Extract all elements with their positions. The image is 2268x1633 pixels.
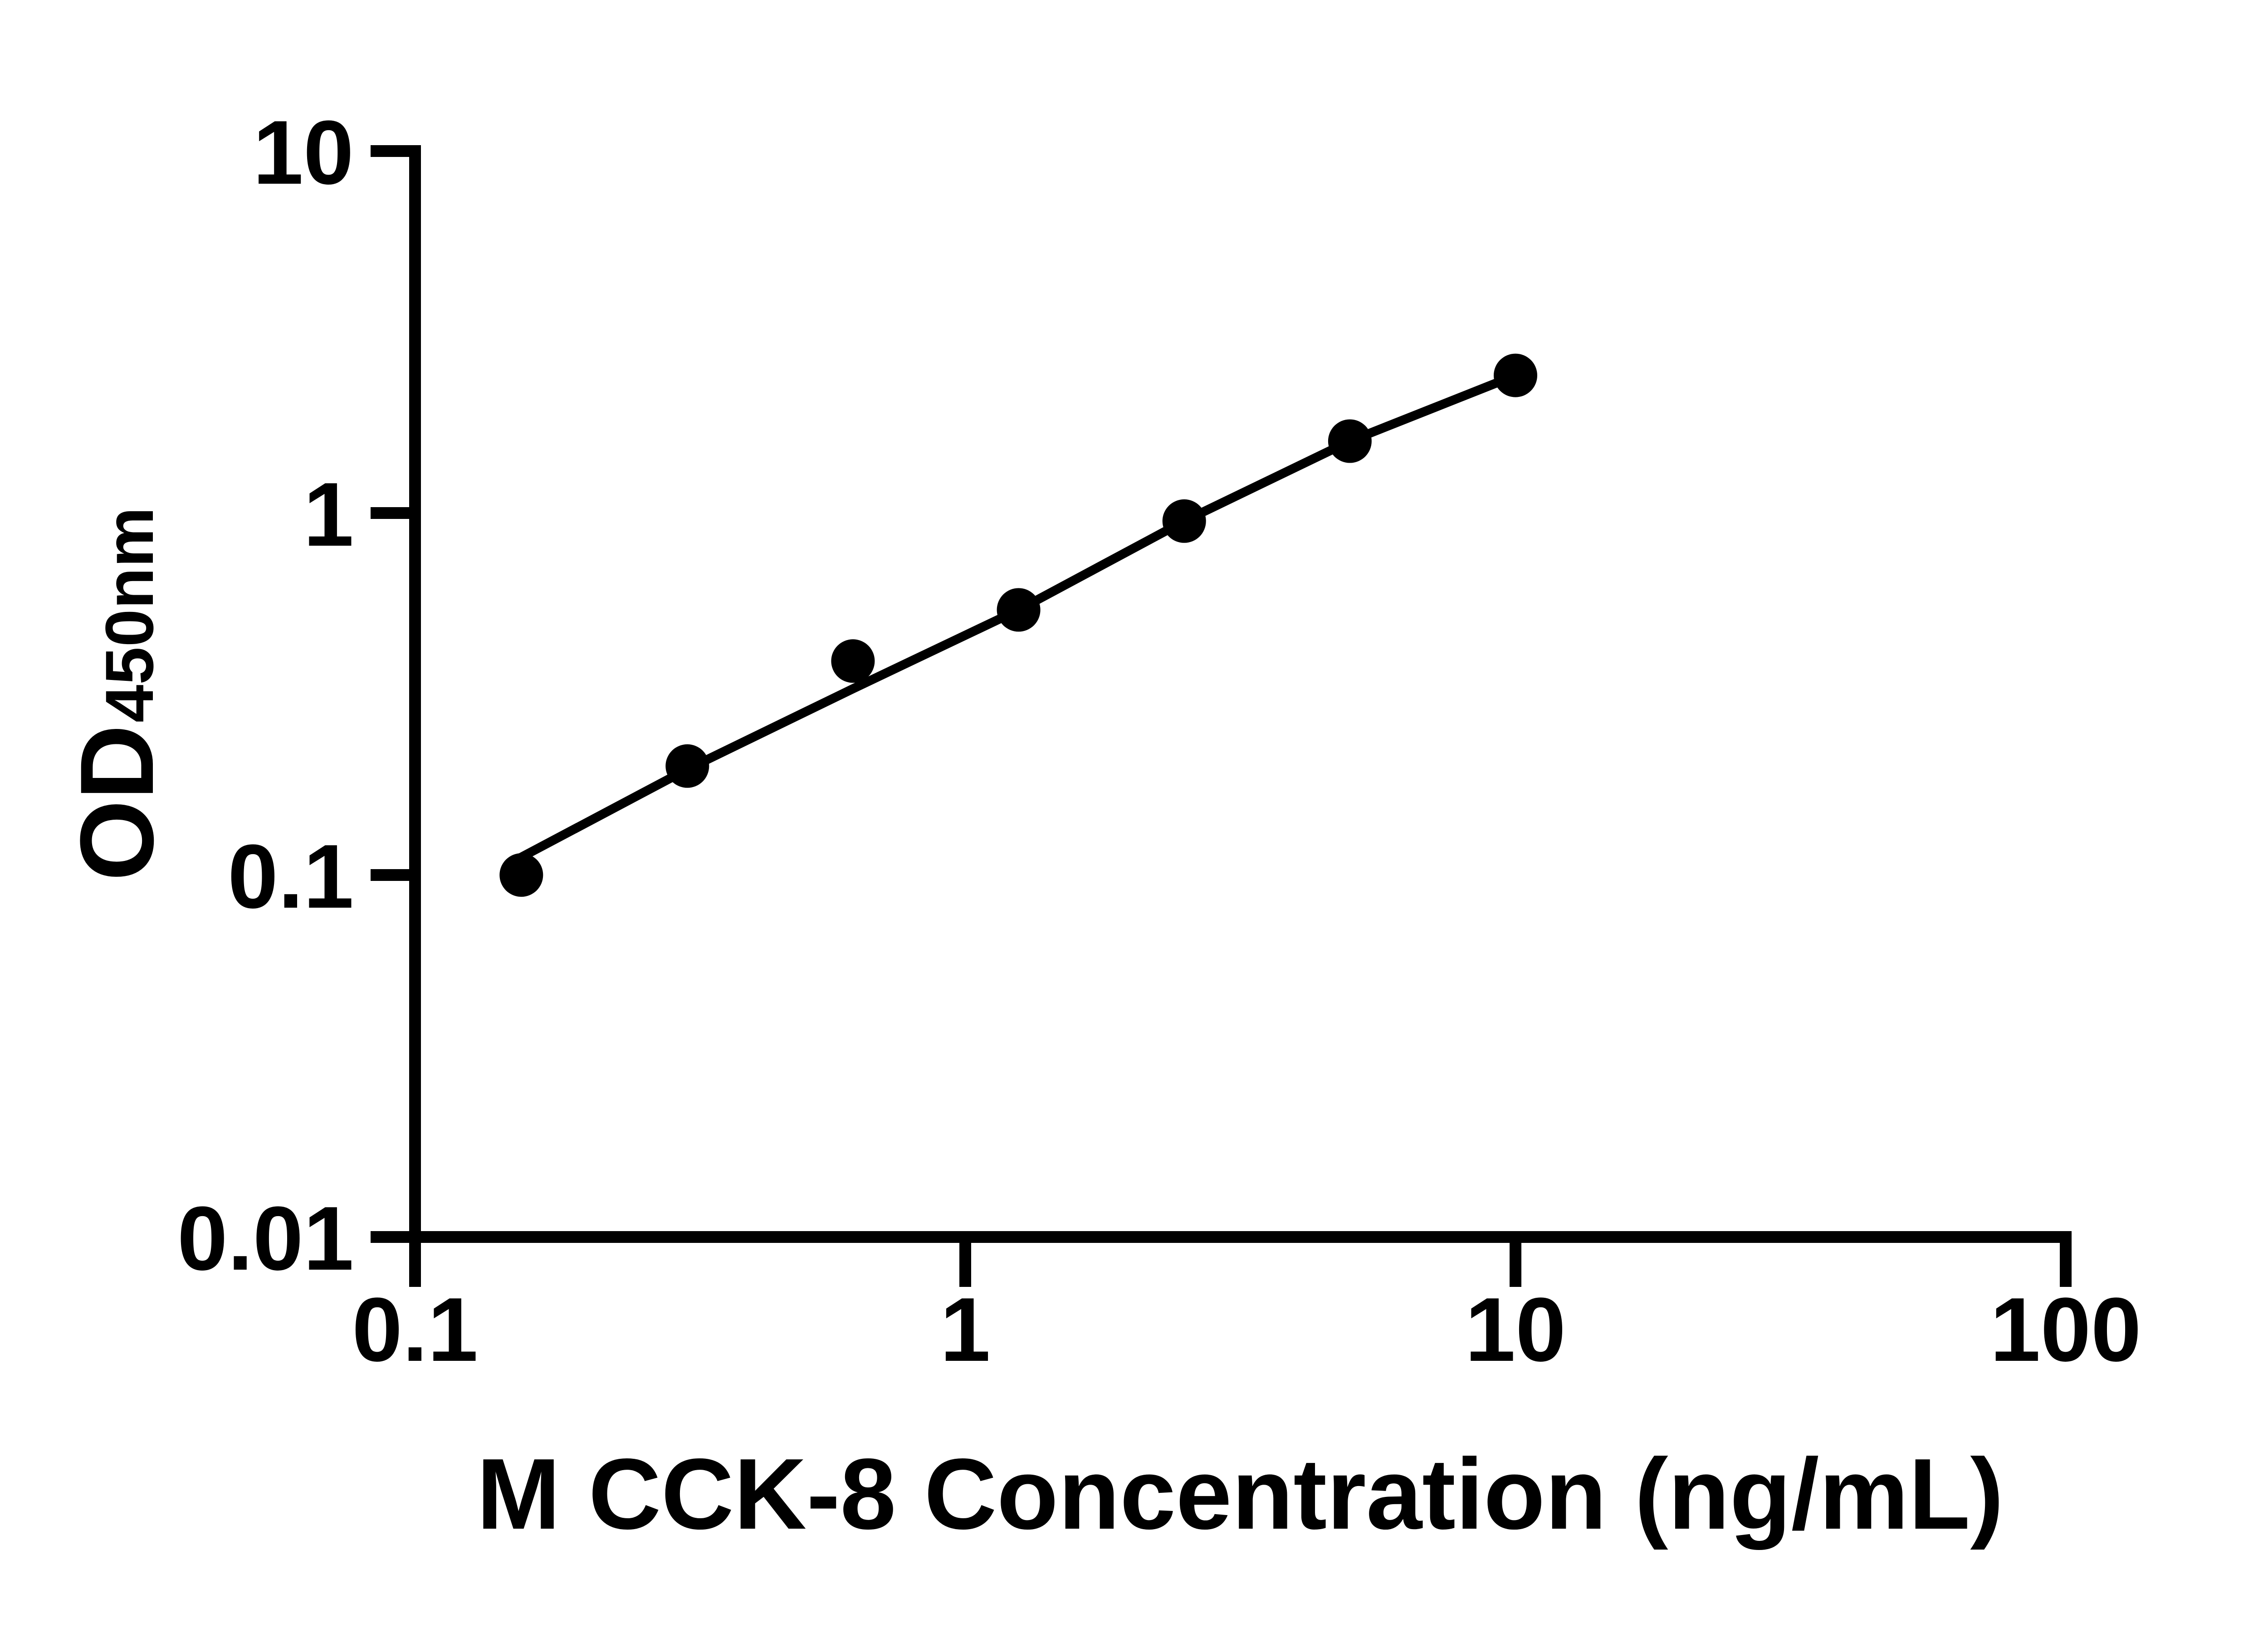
y-axis-title-sub: 450nm — [91, 507, 167, 723]
data-point — [1328, 419, 1372, 463]
y-axis-tick-label: 1 — [303, 464, 354, 565]
x-axis-tick-label: 100 — [1990, 1279, 2141, 1380]
x-axis-title: M CCK-8 Concentration (ng/mL) — [477, 1438, 2004, 1550]
y-axis-tick-label: 0.01 — [177, 1188, 354, 1289]
y-axis-tick-label: 0.1 — [228, 826, 354, 927]
data-point — [665, 744, 709, 788]
data-point — [499, 853, 543, 897]
x-axis-tick-label: 0.1 — [352, 1279, 478, 1380]
data-point — [1162, 499, 1206, 543]
data-point — [831, 639, 875, 683]
axes-frame — [409, 145, 2072, 1243]
data-point — [997, 588, 1041, 632]
y-axis-title: OD 450nm — [59, 507, 175, 881]
x-axis-tick-label: 10 — [1465, 1279, 1566, 1380]
x-axis-tick-label: 1 — [940, 1279, 990, 1380]
y-axis-title-main: OD — [59, 724, 175, 881]
y-axis-tick-label: 10 — [253, 102, 354, 203]
data-point — [1494, 353, 1537, 397]
